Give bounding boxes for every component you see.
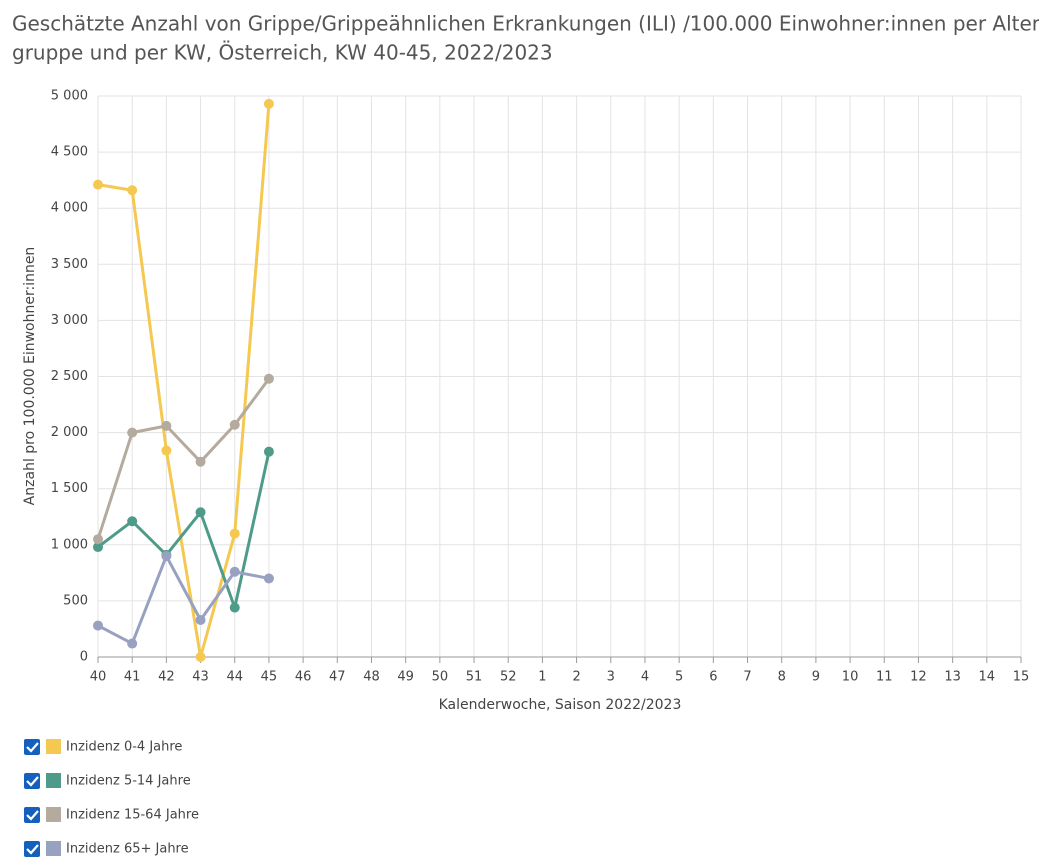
x-tick-label: 50: [432, 670, 449, 685]
legend-item[interactable]: Inzidenz 5-14 Jahre: [24, 773, 191, 789]
checkmark: [26, 742, 39, 753]
x-tick-label: 13: [944, 670, 961, 685]
y-tick-label: 500: [63, 593, 88, 608]
legend-swatch: [46, 807, 61, 822]
x-tick-label: 46: [295, 670, 312, 685]
x-tick-label: 10: [842, 670, 859, 685]
x-tick-label: 14: [979, 670, 996, 685]
legend-item[interactable]: Inzidenz 0-4 Jahre: [24, 739, 182, 755]
checkmark: [26, 776, 39, 787]
x-tick-label: 41: [124, 670, 141, 685]
x-tick-label: 5: [675, 670, 683, 685]
chart-title: Geschätzte Anzahl von Grippe/Grippeähnli…: [12, 12, 1039, 36]
data-point: [229, 602, 240, 613]
legend-checkbox[interactable]: [24, 739, 40, 755]
checkmark: [26, 844, 39, 855]
y-tick-label: 3 000: [51, 313, 88, 328]
series-line: [97, 552, 270, 646]
series-line: [97, 451, 271, 614]
data-point: [93, 620, 103, 631]
x-tick-label: 1: [538, 670, 546, 685]
data-point: [195, 652, 206, 662]
x-tick-label: 15: [1013, 670, 1030, 685]
x-axis-label: Kalenderwoche, Saison 2022/2023: [439, 697, 682, 713]
y-tick-label: 2 000: [51, 425, 88, 440]
data-point: [263, 573, 274, 584]
x-tick-label: 51: [466, 670, 483, 685]
x-tick-label: 44: [226, 670, 243, 685]
legend-label: Inzidenz 0-4 Jahre: [66, 740, 182, 755]
legend-swatch: [46, 739, 61, 754]
x-tick-label: 7: [743, 670, 751, 685]
data-point: [93, 179, 103, 190]
data-point: [93, 534, 103, 545]
legend-item[interactable]: Inzidenz 15-64 Jahre: [24, 807, 199, 823]
data-point: [195, 507, 206, 518]
data-point: [229, 528, 240, 539]
data-point: [161, 420, 172, 431]
y-tick-label: 0: [80, 650, 88, 665]
data-point: [93, 542, 103, 553]
series-line: [96, 377, 271, 540]
y-tick-label: 4 500: [51, 145, 88, 160]
data-point: [127, 185, 138, 196]
legend-swatch: [46, 841, 61, 856]
x-tick-label: 12: [910, 670, 927, 685]
x-tick-label: 43: [192, 670, 209, 685]
data-point: [263, 373, 274, 384]
x-tick-label: 2: [572, 670, 580, 685]
legend-label: Inzidenz 15-64 Jahre: [66, 808, 199, 823]
x-tick-label: 11: [876, 670, 893, 685]
checkmark: [26, 810, 39, 821]
x-tick-label: 3: [607, 670, 615, 685]
legend-swatch: [46, 773, 61, 788]
data-point: [161, 445, 172, 456]
y-tick-label: 3 500: [51, 257, 88, 272]
x-tick-label: 47: [329, 670, 346, 685]
x-tick-label: 9: [812, 670, 820, 685]
data-point: [263, 98, 274, 109]
data-point: [229, 419, 240, 430]
x-tick-label: 45: [261, 670, 278, 685]
data-point: [229, 566, 240, 577]
series-line: [97, 103, 271, 658]
data-point: [127, 638, 138, 649]
data-point: [195, 456, 206, 467]
legend-item[interactable]: Inzidenz 65+ Jahre: [24, 841, 189, 857]
legend-label: Inzidenz 5-14 Jahre: [66, 774, 191, 789]
data-point: [127, 427, 138, 438]
x-tick-label: 40: [90, 670, 107, 685]
data-point: [161, 551, 172, 562]
x-tick-label: 42: [158, 670, 175, 685]
legend-checkbox[interactable]: [24, 841, 40, 857]
legend-label: Inzidenz 65+ Jahre: [66, 842, 189, 857]
legend-checkbox[interactable]: [24, 807, 40, 823]
data-point: [195, 614, 206, 625]
x-tick-label: 48: [363, 670, 380, 685]
y-tick-label: 1 000: [51, 537, 88, 552]
data-point: [263, 446, 274, 457]
y-tick-label: 1 500: [51, 481, 88, 496]
y-tick-label: 5 000: [51, 89, 88, 104]
x-tick-label: 49: [397, 670, 414, 685]
x-tick-label: 6: [709, 670, 717, 685]
x-tick-label: 52: [500, 670, 517, 685]
y-tick-label: 4 000: [51, 201, 88, 216]
data-point: [127, 516, 138, 527]
x-tick-label: 4: [641, 670, 649, 685]
legend-checkbox[interactable]: [24, 773, 40, 789]
chart-title: gruppe und per KW, Österreich, KW 40-45,…: [12, 41, 553, 65]
x-tick-label: 8: [778, 670, 786, 685]
y-axis-label: Anzahl pro 100.000 Einwohner:innen: [22, 247, 38, 506]
y-tick-label: 2 500: [51, 369, 88, 384]
